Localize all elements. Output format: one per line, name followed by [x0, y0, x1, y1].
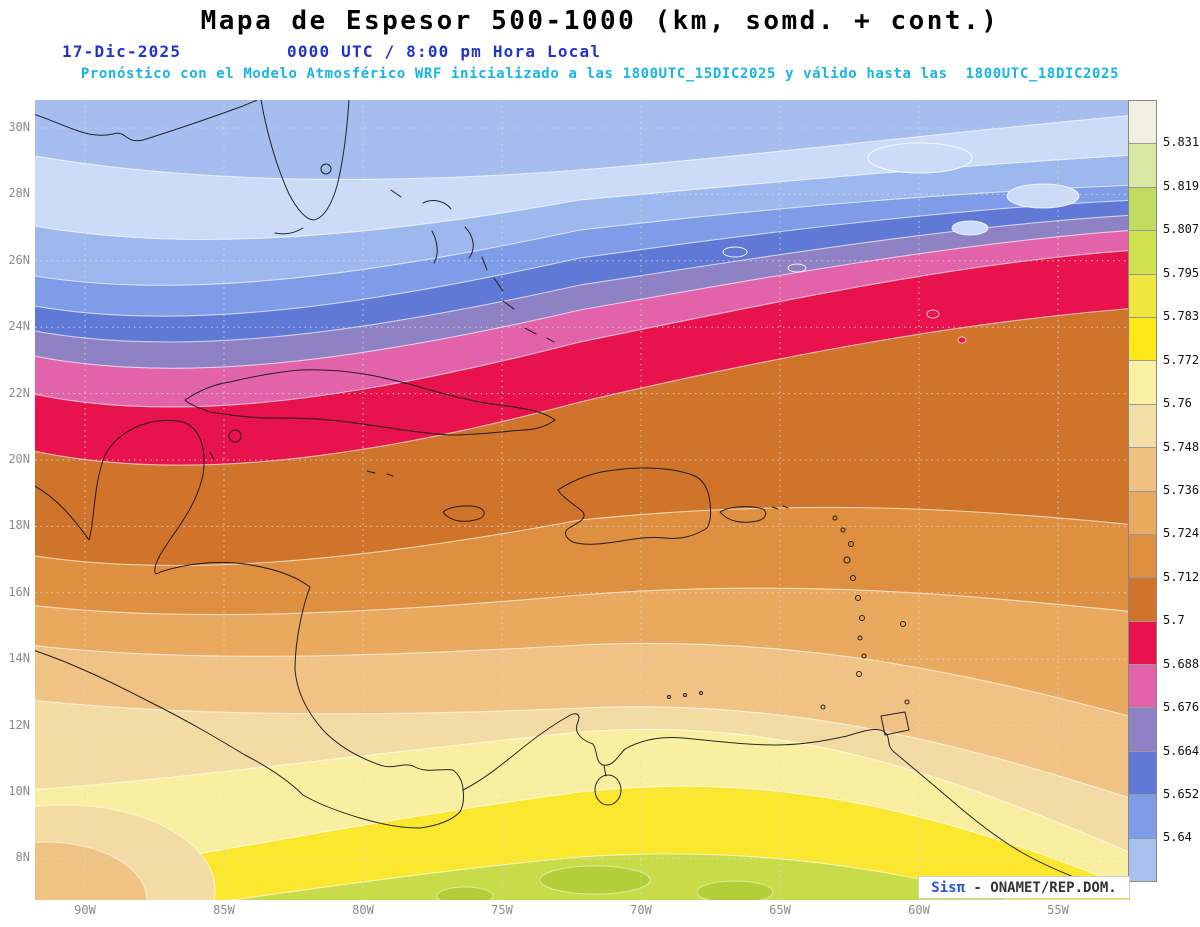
lon-label: 90W [74, 903, 96, 917]
colorbar-segment [1129, 577, 1156, 621]
utc-time-label: 0000 UTC / 8:00 pm Hora Local [287, 42, 602, 61]
colorbar-tick-label: 5.819 [1163, 178, 1200, 193]
colorbar-tick-label: 5.64 [1163, 830, 1192, 845]
lon-label: 55W [1047, 903, 1069, 917]
hispaniola-coast [557, 467, 712, 545]
colorbar-segment [1129, 316, 1156, 361]
colorbar-segment [1129, 360, 1156, 404]
colorbar-segment [1129, 403, 1156, 448]
colorbar-segment [1129, 750, 1156, 795]
colorbar-tick-label: 5.831 [1163, 135, 1200, 150]
watermark-badge: Sisπ - ONAMET/REP.DOM. [918, 876, 1130, 899]
cayman-islands [366, 470, 394, 477]
florida-keys [274, 227, 304, 235]
virgin-islands [771, 505, 789, 510]
lat-label: 16N [8, 584, 30, 599]
colorbar-segment [1129, 794, 1156, 838]
lat-label: 28N [8, 186, 30, 201]
central-america-pacific-coast [32, 649, 465, 829]
page-title: Mapa de Espesor 500-1000 (km, somd. + co… [200, 6, 1000, 36]
colorbar-tick-label: 5.724 [1163, 526, 1200, 541]
colorbar-segment [1129, 186, 1156, 231]
colorbar-segment [1129, 230, 1156, 274]
colorbar-tick-label: 5.7 [1163, 613, 1185, 628]
lon-label: 85W [213, 903, 235, 917]
lat-label: 24N [8, 319, 30, 334]
colorbar-segment [1129, 143, 1156, 187]
date-label: 17-Dic-2025 [62, 42, 182, 61]
lon-label: 65W [769, 903, 791, 917]
trinidad-coast [880, 711, 910, 736]
lat-label: 12N [8, 717, 30, 732]
colorbar-tick-label: 5.795 [1163, 265, 1200, 280]
map-area [0, 94, 1137, 927]
lat-label: 20N [8, 452, 30, 466]
lon-label: 80W [352, 903, 374, 917]
lat-label: 8N [15, 850, 30, 865]
gulf-coast [32, 99, 258, 142]
colorbar-segment [1129, 837, 1156, 882]
colorbar-tick-label: 5.807 [1163, 222, 1200, 237]
colorbar-tick-label: 5.688 [1163, 656, 1200, 671]
jamaica-coast [442, 505, 485, 522]
contour-patches [0, 142, 1080, 927]
watermark-text: - ONAMET/REP.DOM. [965, 879, 1117, 896]
south-america-coast [462, 713, 1137, 898]
coastlines [32, 99, 1137, 898]
colorbar-segment [1129, 664, 1156, 708]
lon-label: 70W [630, 903, 652, 917]
colorbar-tick-label: 5.748 [1163, 439, 1200, 454]
lat-label: 26N [8, 252, 30, 267]
colorbar-tick-label: 5.664 [1163, 743, 1200, 758]
colorbar-tick-label: 5.736 [1163, 482, 1200, 497]
colorbar-segment [1129, 533, 1156, 578]
colorbar-segment [1129, 490, 1156, 534]
colorbar-segment [1129, 101, 1156, 144]
lat-label: 14N [8, 651, 30, 666]
lat-label: 30N [8, 120, 30, 134]
forecast-subtitle: Pronóstico con el Modelo Atmosférico WRF… [80, 66, 1120, 82]
colorbar-tick-label: 5.783 [1163, 309, 1200, 324]
thickness-map-canvas [0, 94, 1137, 927]
colorbar [1128, 100, 1157, 882]
lake-okeechobee [320, 163, 332, 175]
colorbar-tick-label: 5.652 [1163, 787, 1200, 802]
colorbar-segment [1129, 707, 1156, 751]
colorbar-tick-label: 5.712 [1163, 569, 1200, 584]
lat-label: 18N [8, 518, 30, 533]
thickness-bands [28, 94, 1137, 927]
maracaibo-channel [603, 765, 607, 777]
lon-label: 75W [491, 903, 513, 917]
colorbar-segment [1129, 620, 1156, 665]
colorbar-tick-label: 5.676 [1163, 700, 1200, 715]
lesser-antilles [667, 515, 910, 710]
lat-label: 22N [8, 385, 30, 400]
colorbar-tick-label: 5.76 [1163, 396, 1192, 411]
graticule-grid [35, 100, 1130, 900]
lat-label: 10N [8, 784, 30, 798]
lon-label: 60W [908, 903, 930, 917]
sispi-logo: Sisπ [931, 879, 965, 896]
florida-coast [260, 99, 350, 221]
isla-juventud [228, 429, 242, 443]
puerto-rico-coast [719, 506, 767, 523]
cuba-coast [184, 369, 556, 436]
lake-maracaibo [594, 774, 622, 806]
central-america-caribbean-coast [32, 420, 464, 791]
colorbar-segment [1129, 273, 1156, 317]
colorbar-tick-label: 5.772 [1163, 352, 1200, 367]
cozumel [209, 451, 215, 461]
bahamas [390, 189, 555, 343]
colorbar-segment [1129, 447, 1156, 491]
